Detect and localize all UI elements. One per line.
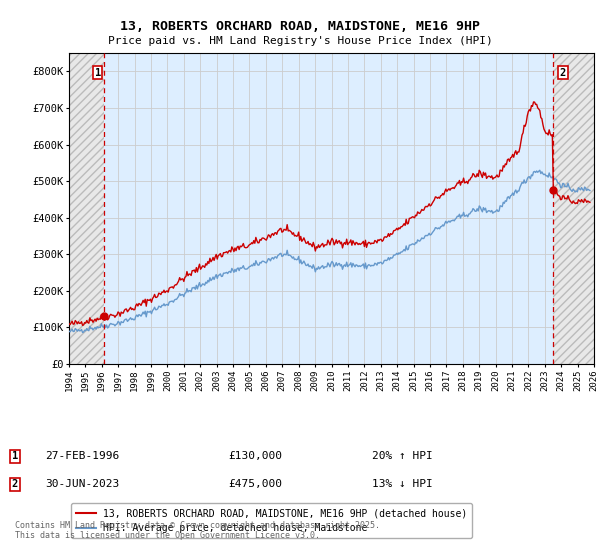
Text: 27-FEB-1996: 27-FEB-1996	[45, 451, 119, 461]
Bar	[553, 53, 594, 364]
Text: 2: 2	[12, 479, 18, 489]
Text: 20% ↑ HPI: 20% ↑ HPI	[372, 451, 433, 461]
Legend: 13, ROBERTS ORCHARD ROAD, MAIDSTONE, ME16 9HP (detached house), HPI: Average pri: 13, ROBERTS ORCHARD ROAD, MAIDSTONE, ME1…	[71, 503, 472, 538]
Text: £475,000: £475,000	[228, 479, 282, 489]
Bar	[69, 53, 104, 364]
Text: Contains HM Land Registry data © Crown copyright and database right 2025.
This d: Contains HM Land Registry data © Crown c…	[15, 521, 380, 540]
Text: 13, ROBERTS ORCHARD ROAD, MAIDSTONE, ME16 9HP: 13, ROBERTS ORCHARD ROAD, MAIDSTONE, ME1…	[120, 20, 480, 32]
Text: 30-JUN-2023: 30-JUN-2023	[45, 479, 119, 489]
Text: 13% ↓ HPI: 13% ↓ HPI	[372, 479, 433, 489]
Text: 1: 1	[12, 451, 18, 461]
Text: Price paid vs. HM Land Registry's House Price Index (HPI): Price paid vs. HM Land Registry's House …	[107, 36, 493, 46]
Text: £130,000: £130,000	[228, 451, 282, 461]
Text: 1: 1	[95, 68, 101, 78]
Text: 2: 2	[560, 68, 566, 78]
